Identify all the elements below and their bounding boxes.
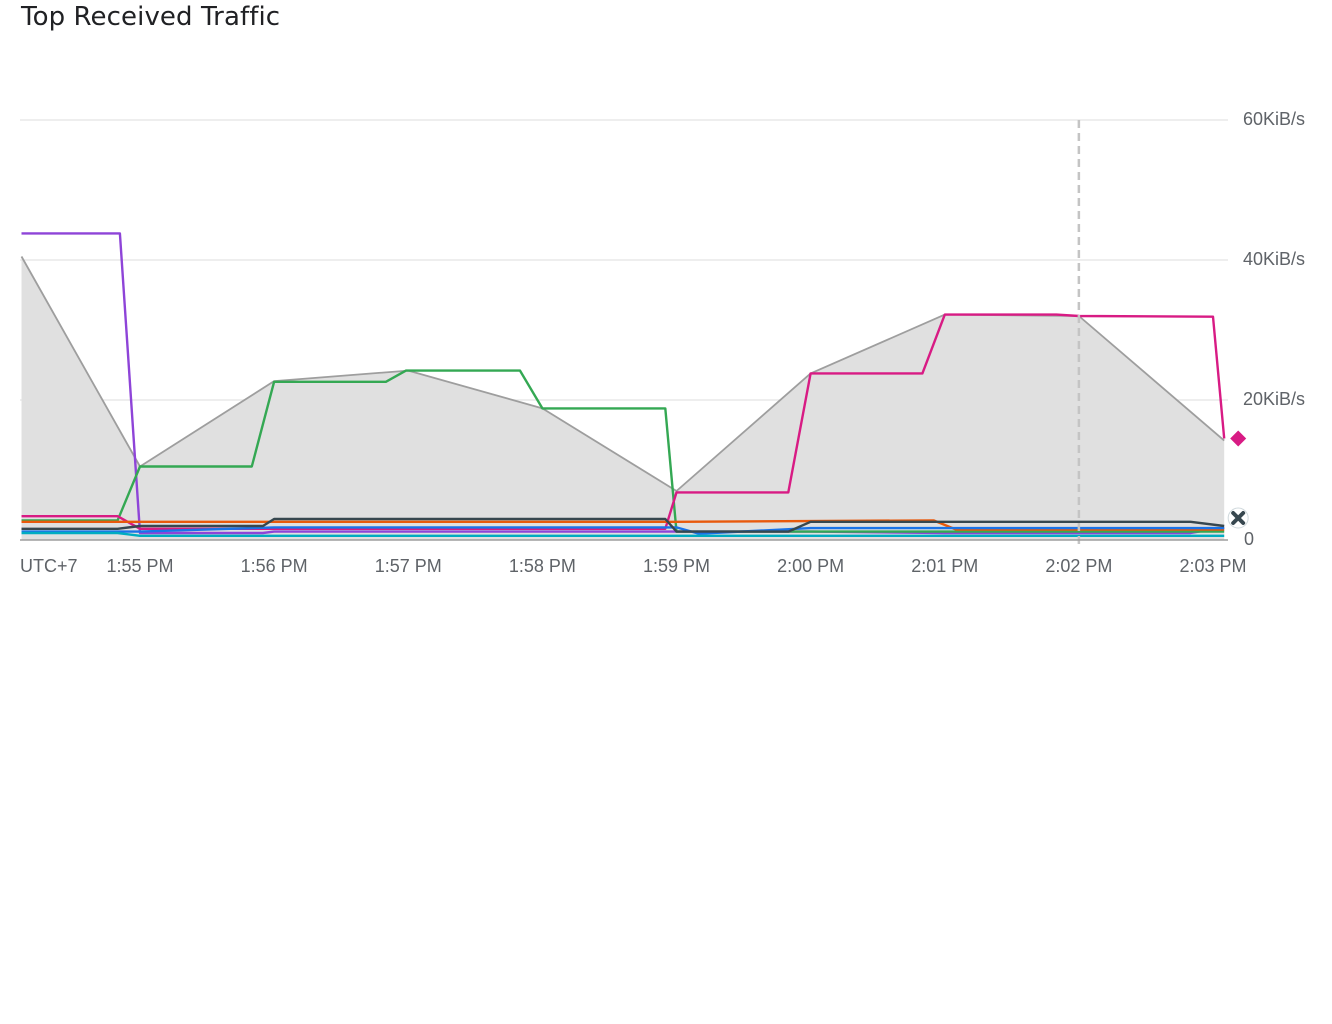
y-tick-label: 0 [1244,529,1254,549]
series-end-markers [1227,430,1249,529]
x-tick-label: 1:56 PM [241,556,308,576]
x-tick-label: 2:00 PM [777,556,844,576]
x-tick-label: 2:01 PM [911,556,978,576]
x-marker [1227,507,1249,529]
total-traffic-area [20,256,1225,540]
x-tick-label: 1:59 PM [643,556,710,576]
x-tick-label: 2:02 PM [1045,556,1112,576]
chart-title: Top Received Traffic [21,2,281,32]
x-tick-label: 1:58 PM [509,556,576,576]
series-line-5 [21,526,1225,535]
x-marker-cross [1231,511,1246,525]
area-fill [21,256,1225,540]
y-tick-label: 20KiB/s [1243,389,1305,409]
x-tick-label: 2:03 PM [1179,556,1246,576]
y-axis-tick-labels: 0 20KiB/s 40KiB/s 60KiB/s [1243,109,1305,549]
y-tick-label: 40KiB/s [1243,249,1305,269]
timezone-label: UTC+7 [20,556,78,576]
series-line-6 [21,531,1225,537]
series-line-2 [21,369,1225,533]
series-line-7 [21,517,1225,533]
diamond-marker [1230,430,1247,447]
series-line-1 [21,232,1225,535]
x-axis-tick-labels: 1:55 PM 1:56 PM 1:57 PM 1:58 PM 1:59 PM 2:00 … [106,556,1246,576]
x-tick-label: 1:55 PM [106,556,173,576]
y-tick-label: 60KiB/s [1243,109,1305,129]
x-tick-label: 1:57 PM [375,556,442,576]
